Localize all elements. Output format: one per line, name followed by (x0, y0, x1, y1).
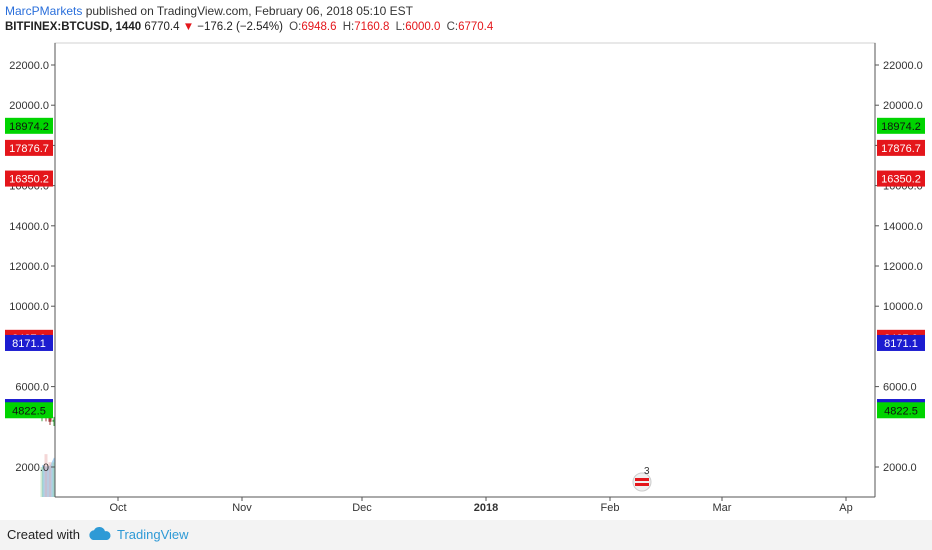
tradingview-cloud-icon (89, 527, 111, 540)
price-badge-left (5, 334, 53, 351)
y-tick-label-left: 14000.0 (9, 221, 49, 233)
y-tick-label-left: 20000.0 (9, 100, 49, 112)
flag-event-icon (632, 472, 652, 492)
price-badge-right (877, 334, 925, 351)
price-badge-right (877, 139, 925, 156)
x-tick-label: Ap (839, 502, 852, 514)
axes: 22000.022000.020000.020000.018000.018000… (9, 42, 923, 514)
volume-bar (52, 462, 56, 497)
price-chart[interactable]: 22000.022000.020000.020000.018000.018000… (0, 0, 932, 520)
close-value: 6770.4 (458, 21, 494, 33)
y-tick-label-left: 2000.0 (15, 462, 49, 474)
y-tick-label-right: 2000.0 (883, 462, 917, 474)
publish-info: published on TradingView.com, February 0… (85, 4, 414, 18)
open-label: O: (289, 21, 302, 33)
y-tick-label-left: 22000.0 (9, 60, 49, 72)
price-badge-left (5, 139, 53, 156)
price-badge-left (5, 170, 53, 187)
price-badge-right-label: 4822.5 (884, 405, 918, 417)
x-tick-label: Dec (352, 502, 372, 514)
chart-header-publish: MarcPMarkets published on TradingView.co… (5, 4, 413, 18)
y-tick-label-right: 6000.0 (883, 382, 917, 394)
symbol-label: BITFINEX:BTCUSD, 1440 (5, 21, 142, 33)
price-badge-left-label: 8171.1 (12, 338, 46, 350)
volume-bar (48, 462, 52, 497)
price-badge-right-label: 18974.2 (881, 121, 921, 133)
price-badge-left-label: 18974.2 (9, 121, 49, 133)
price-badge-left-label: 4822.5 (12, 405, 46, 417)
volume-bar (44, 454, 48, 497)
footer-bar: Created with TradingView (0, 520, 932, 550)
x-tick-label: Mar (713, 502, 732, 514)
author-name[interactable]: MarcPMarkets (5, 4, 83, 18)
close-label: C: (446, 21, 459, 33)
y-tick-label-left: 10000.0 (9, 301, 49, 313)
price-badge-right-label: 16350.2 (881, 174, 921, 186)
x-tick-label: Oct (109, 502, 126, 514)
chart-header-ohlc: BITFINEX:BTCUSD, 1440 6770.4 ▼ −176.2 (−… (5, 21, 493, 33)
high-label: H: (342, 21, 355, 33)
flag-stripe-icon (635, 478, 649, 481)
plot-frame (54, 42, 876, 498)
price-badges: 18974.2 18974.2 17876.7 17876.7 16350.2 16350… (5, 117, 925, 492)
flag-stripe-icon (635, 483, 649, 486)
price-badge-left-label: 17876.7 (9, 143, 49, 155)
price-badge-right (877, 170, 925, 187)
low-value: 6000.0 (405, 21, 441, 33)
candle-body (52, 419, 56, 422)
price-change: −176.2 (−2.54%) (197, 21, 283, 33)
price-badge-right-label: 8171.1 (884, 338, 918, 350)
y-tick-label-right: 22000.0 (883, 60, 923, 72)
low-label: L: (395, 21, 406, 33)
open-value: 6948.6 (301, 21, 337, 33)
y-tick-label-right: 10000.0 (883, 301, 923, 313)
price-badge-right-label: 17876.7 (881, 143, 921, 155)
created-with-text: Created with (7, 527, 80, 542)
y-tick-label-left: 6000.0 (15, 382, 49, 394)
price-badge-right (877, 117, 925, 134)
price-badge-left (5, 402, 53, 419)
volume-bar (40, 467, 44, 497)
x-tick-label: Nov (232, 502, 252, 514)
candle-body (48, 417, 52, 422)
down-arrow-icon: ▼ (182, 21, 195, 33)
y-tick-label-right: 14000.0 (883, 221, 923, 233)
x-tick-label: Feb (601, 502, 620, 514)
tradingview-brand-link[interactable]: TradingView (117, 527, 189, 542)
y-tick-label-right: 12000.0 (883, 261, 923, 273)
price-badge-right (877, 402, 925, 419)
price-badge-left (5, 117, 53, 134)
y-tick-label-left: 12000.0 (9, 261, 49, 273)
x-tick-label: 2018 (474, 502, 498, 514)
price-badge-left-label: 16350.2 (9, 174, 49, 186)
high-value: 7160.8 (354, 21, 390, 33)
last-price: 6770.4 (144, 21, 180, 33)
event-count-label: 3 (644, 466, 650, 477)
y-tick-label-right: 20000.0 (883, 100, 923, 112)
